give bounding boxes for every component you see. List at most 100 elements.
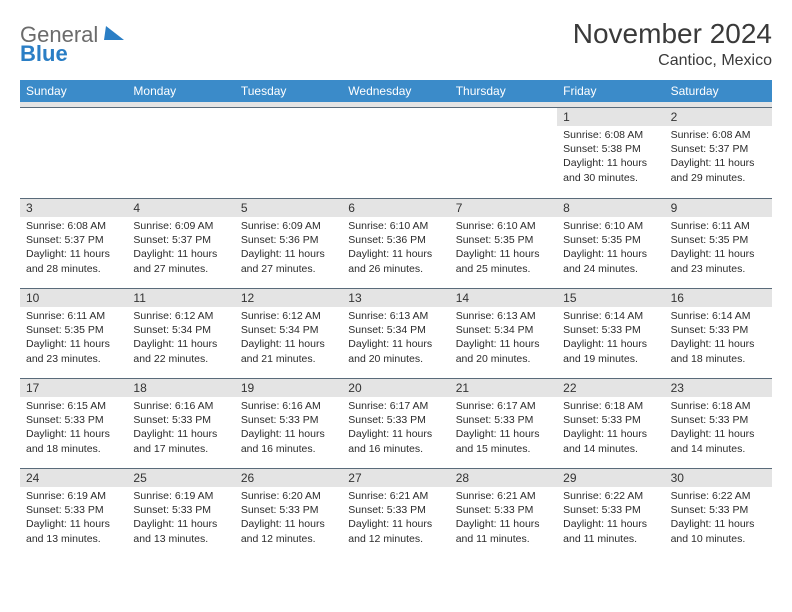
day-cell: 7Sunrise: 6:10 AMSunset: 5:35 PMDaylight… [450, 198, 557, 288]
sunrise-line: Sunrise: 6:09 AM [133, 219, 228, 233]
sunrise-line: Sunrise: 6:16 AM [133, 399, 228, 413]
page-subtitle: Cantioc, Mexico [573, 52, 772, 70]
sunset-line: Sunset: 5:34 PM [133, 323, 228, 337]
day-cell [450, 108, 557, 198]
day-number: 27 [342, 469, 449, 487]
sunrise-line: Sunrise: 6:08 AM [671, 128, 766, 142]
sunrise-line: Sunrise: 6:14 AM [563, 309, 658, 323]
day-cell: 4Sunrise: 6:09 AMSunset: 5:37 PMDaylight… [127, 198, 234, 288]
day-cell: 6Sunrise: 6:10 AMSunset: 5:36 PMDaylight… [342, 198, 449, 288]
sunrise-line: Sunrise: 6:10 AM [563, 219, 658, 233]
sunrise-line: Sunrise: 6:12 AM [133, 309, 228, 323]
sunset-line: Sunset: 5:33 PM [26, 503, 121, 517]
daylight-line: Daylight: 11 hours and 11 minutes. [456, 517, 551, 545]
page: General Blue November 2024 Cantioc, Mexi… [0, 0, 792, 558]
sunset-line: Sunset: 5:37 PM [671, 142, 766, 156]
day-number: 16 [665, 289, 772, 307]
day-cell: 10 Sunrise: 6:11 AMSunset: 5:35 PMDayligh… [20, 288, 127, 378]
sunrise-line: Sunrise: 6:22 AM [563, 489, 658, 503]
sunset-line: Sunset: 5:34 PM [456, 323, 551, 337]
sunset-line: Sunset: 5:37 PM [133, 233, 228, 247]
sunrise-line: Sunrise: 6:21 AM [456, 489, 551, 503]
sunrise-line: Sunrise: 6:17 AM [456, 399, 551, 413]
day-header-fri: Friday [557, 80, 664, 102]
sunset-line: Sunset: 5:33 PM [456, 413, 551, 427]
day-number: 1 [557, 108, 664, 126]
day-number: 20 [342, 379, 449, 397]
day-number: 28 [450, 469, 557, 487]
day-number: 11 [127, 289, 234, 307]
sunset-line: Sunset: 5:35 PM [26, 323, 121, 337]
sunrise-line: Sunrise: 6:13 AM [348, 309, 443, 323]
day-header-thu: Thursday [450, 80, 557, 102]
sunrise-line: Sunrise: 6:13 AM [456, 309, 551, 323]
sunset-line: Sunset: 5:33 PM [133, 503, 228, 517]
day-number: 24 [20, 469, 127, 487]
week-row: 10Sunrise: 6:11 AMSunset: 5:35 PMDayligh… [20, 288, 772, 378]
sunrise-line: Sunrise: 6:11 AM [26, 309, 121, 323]
day-cell: 18Sunrise: 6:16 AMSunset: 5:33 PMDayligh… [127, 378, 234, 468]
sunrise-line: Sunrise: 6:21 AM [348, 489, 443, 503]
daylight-line: Daylight: 11 hours and 22 minutes. [133, 337, 228, 365]
day-number: 29 [557, 469, 664, 487]
daylight-line: Daylight: 11 hours and 10 minutes. [671, 517, 766, 545]
day-cell: 8Sunrise: 6:10 AMSunset: 5:35 PMDaylight… [557, 198, 664, 288]
day-number: 4 [127, 199, 234, 217]
day-number [20, 108, 127, 126]
daylight-line: Daylight: 11 hours and 12 minutes. [241, 517, 336, 545]
day-cell: 5Sunrise: 6:09 AMSunset: 5:36 PMDaylight… [235, 198, 342, 288]
day-number: 7 [450, 199, 557, 217]
title-block: November 2024 Cantioc, Mexico [573, 18, 772, 70]
daylight-line: Daylight: 11 hours and 23 minutes. [671, 247, 766, 275]
sunrise-line: Sunrise: 6:15 AM [26, 399, 121, 413]
daylight-line: Daylight: 11 hours and 16 minutes. [348, 427, 443, 455]
daylight-line: Daylight: 11 hours and 19 minutes. [563, 337, 658, 365]
day-number: 23 [665, 379, 772, 397]
day-number: 22 [557, 379, 664, 397]
day-cell: 19Sunrise: 6:16 AMSunset: 5:33 PMDayligh… [235, 378, 342, 468]
day-cell: 15 Sunrise: 6:14 AMSunset: 5:33 PMDayligh… [557, 288, 664, 378]
week-row: 3Sunrise: 6:08 AMSunset: 5:37 PMDaylight… [20, 198, 772, 288]
day-cell: 27Sunrise: 6:21 AMSunset: 5:33 PMDayligh… [342, 468, 449, 558]
sunrise-line: Sunrise: 6:11 AM [671, 219, 766, 233]
page-title: November 2024 [573, 18, 772, 50]
logo: General Blue [20, 18, 125, 65]
logo-triangle-icon [104, 26, 126, 40]
day-number: 17 [20, 379, 127, 397]
day-cell: 30Sunrise: 6:22 AMSunset: 5:33 PMDayligh… [665, 468, 772, 558]
daylight-line: Daylight: 11 hours and 30 minutes. [563, 156, 658, 184]
sunset-line: Sunset: 5:38 PM [563, 142, 658, 156]
sunset-line: Sunset: 5:33 PM [563, 323, 658, 337]
sunset-line: Sunset: 5:33 PM [241, 413, 336, 427]
day-number: 12 [235, 289, 342, 307]
daylight-line: Daylight: 11 hours and 18 minutes. [671, 337, 766, 365]
day-number: 15 [557, 289, 664, 307]
sunrise-line: Sunrise: 6:08 AM [26, 219, 121, 233]
daylight-line: Daylight: 11 hours and 14 minutes. [671, 427, 766, 455]
daylight-line: Daylight: 11 hours and 26 minutes. [348, 247, 443, 275]
day-cell: 21Sunrise: 6:17 AMSunset: 5:33 PMDayligh… [450, 378, 557, 468]
daylight-line: Daylight: 11 hours and 17 minutes. [133, 427, 228, 455]
sunset-line: Sunset: 5:35 PM [563, 233, 658, 247]
sunset-line: Sunset: 5:37 PM [26, 233, 121, 247]
day-cell: 9Sunrise: 6:11 AMSunset: 5:35 PMDaylight… [665, 198, 772, 288]
daylight-line: Daylight: 11 hours and 13 minutes. [26, 517, 121, 545]
daylight-line: Daylight: 11 hours and 23 minutes. [26, 337, 121, 365]
day-number: 18 [127, 379, 234, 397]
sunrise-line: Sunrise: 6:09 AM [241, 219, 336, 233]
day-cell: 23Sunrise: 6:18 AMSunset: 5:33 PMDayligh… [665, 378, 772, 468]
sunset-line: Sunset: 5:33 PM [26, 413, 121, 427]
day-cell: 22Sunrise: 6:18 AMSunset: 5:33 PMDayligh… [557, 378, 664, 468]
day-cell: 2Sunrise: 6:08 AMSunset: 5:37 PMDaylight… [665, 108, 772, 198]
day-number: 6 [342, 199, 449, 217]
day-headers: Sunday Monday Tuesday Wednesday Thursday… [20, 80, 772, 102]
sunrise-line: Sunrise: 6:20 AM [241, 489, 336, 503]
sunrise-line: Sunrise: 6:10 AM [348, 219, 443, 233]
day-number: 10 [20, 289, 127, 307]
daylight-line: Daylight: 11 hours and 27 minutes. [241, 247, 336, 275]
sunrise-line: Sunrise: 6:19 AM [26, 489, 121, 503]
day-number: 5 [235, 199, 342, 217]
day-cell: 28Sunrise: 6:21 AMSunset: 5:33 PMDayligh… [450, 468, 557, 558]
day-header-tue: Tuesday [235, 80, 342, 102]
sunrise-line: Sunrise: 6:18 AM [671, 399, 766, 413]
